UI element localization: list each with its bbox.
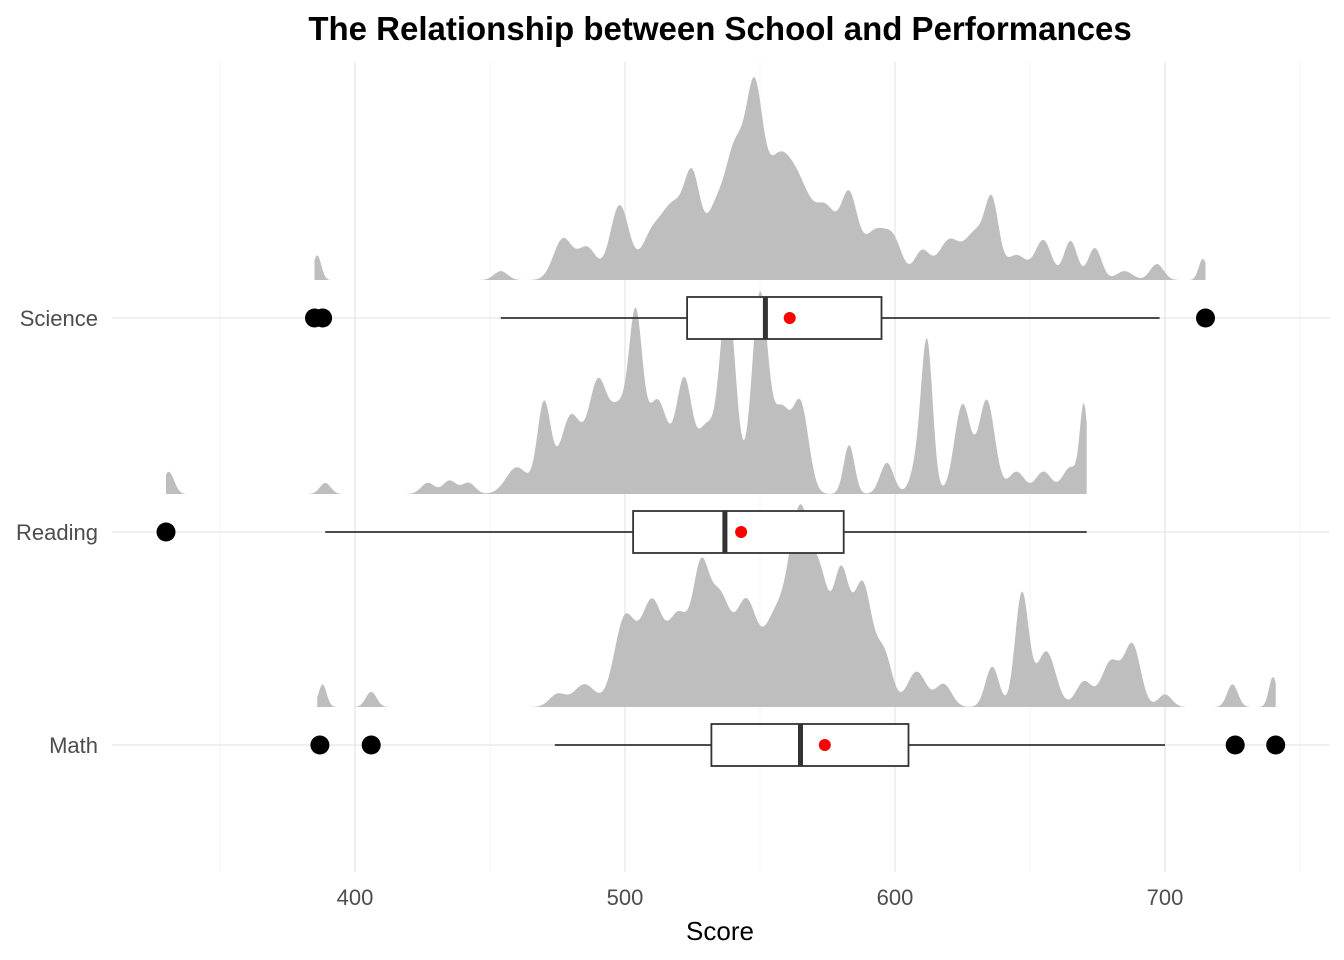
density-layer	[166, 77, 1276, 707]
mean-point-math	[818, 739, 831, 751]
x-axis-label: Score	[686, 916, 754, 946]
outlier-point-math-3	[1266, 735, 1286, 755]
chart-title: The Relationship between School and Perf…	[308, 10, 1131, 47]
boxplot-layer	[156, 296, 1286, 767]
outlier-point-math-2	[1225, 735, 1245, 755]
outlier-point-science-1	[313, 308, 333, 328]
mean-point-science	[783, 312, 796, 324]
y-tick-label-math: Math	[49, 733, 98, 758]
tick-label-layer: 400 500 600 700 Science Reading Math	[16, 306, 1183, 910]
density-ridge-math	[317, 504, 1276, 707]
y-tick-label-science: Science	[20, 306, 98, 331]
box-math	[710, 723, 910, 767]
x-tick-label-400: 400	[337, 885, 374, 910]
y-tick-label-reading: Reading	[16, 520, 98, 545]
outlier-point-math-0	[310, 735, 330, 755]
density-ridge-science	[314, 77, 1206, 281]
outlier-point-reading-0	[156, 522, 176, 542]
x-tick-label-700: 700	[1147, 885, 1184, 910]
density-ridge-reading	[166, 291, 1087, 494]
outlier-point-math-1	[361, 735, 381, 755]
x-tick-label-500: 500	[607, 885, 644, 910]
x-tick-label-600: 600	[877, 885, 914, 910]
outlier-point-science-2	[1196, 308, 1215, 328]
mean-point-reading	[735, 526, 748, 538]
